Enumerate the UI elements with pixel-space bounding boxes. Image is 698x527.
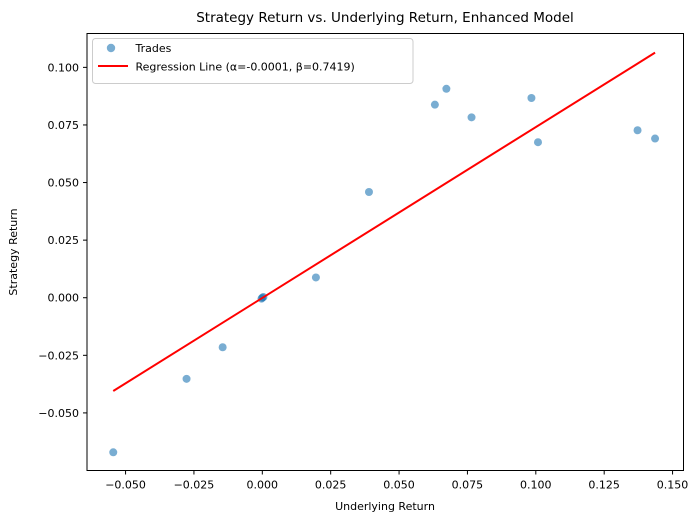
regression-line-series	[112, 51, 656, 392]
x-axis-ticks: −0.050 −0.025 0.000 0.025 0.050 0.075 0.100 0.1…	[105, 470, 689, 492]
scatter-point	[430, 100, 439, 109]
x-tick-label: 0.125	[588, 479, 620, 492]
x-tick-label: 0.000	[247, 479, 279, 492]
y-tick-label: 0.050	[48, 177, 80, 190]
scatter-point	[218, 343, 227, 352]
x-tick-label: −0.025	[174, 479, 215, 492]
y-tick-label: −0.050	[38, 407, 79, 420]
x-axis-label: Underlying Return	[335, 500, 435, 513]
x-tick-label: 0.100	[520, 479, 552, 492]
legend-box	[92, 38, 414, 84]
scatter-point	[467, 113, 476, 122]
scatter-point	[364, 187, 373, 196]
y-tick-label: −0.025	[38, 349, 79, 362]
x-tick-label: 0.150	[657, 479, 689, 492]
x-tick-label: −0.050	[105, 479, 146, 492]
scatter-point	[651, 134, 660, 143]
x-tick-label: 0.050	[383, 479, 415, 492]
scatter-point	[311, 273, 320, 282]
scatter-point	[182, 374, 191, 383]
legend-label-trades: Trades	[135, 42, 172, 55]
y-axis-label: Strategy Return	[7, 208, 20, 295]
scatter-point	[109, 448, 118, 457]
axes-spines	[86, 33, 684, 471]
plot-background	[87, 33, 684, 471]
y-tick-label: 0.075	[48, 119, 80, 132]
y-tick-label: 0.025	[48, 234, 80, 247]
x-tick-label: 0.075	[452, 479, 484, 492]
chart-title: Strategy Return vs. Underlying Return, E…	[196, 10, 574, 26]
regression-line	[112, 51, 656, 392]
scatter-point	[442, 84, 451, 93]
scatter-point	[633, 126, 642, 135]
y-tick-label: 0.100	[48, 61, 80, 74]
x-tick-label: 0.025	[315, 479, 347, 492]
scatter-point	[527, 94, 536, 103]
y-tick-label: 0.000	[48, 292, 80, 305]
legend-label-regression: Regression Line (α=-0.0001, β=0.7419)	[136, 61, 355, 74]
y-axis-ticks: −0.050 −0.025 0.000 0.025 0.050 0.075 0.100	[38, 61, 87, 420]
scatter-point	[533, 138, 542, 147]
legend: Trades Regression Line (α=-0.0001, β=0.7…	[92, 38, 414, 84]
legend-scatter-marker-icon	[106, 43, 116, 53]
